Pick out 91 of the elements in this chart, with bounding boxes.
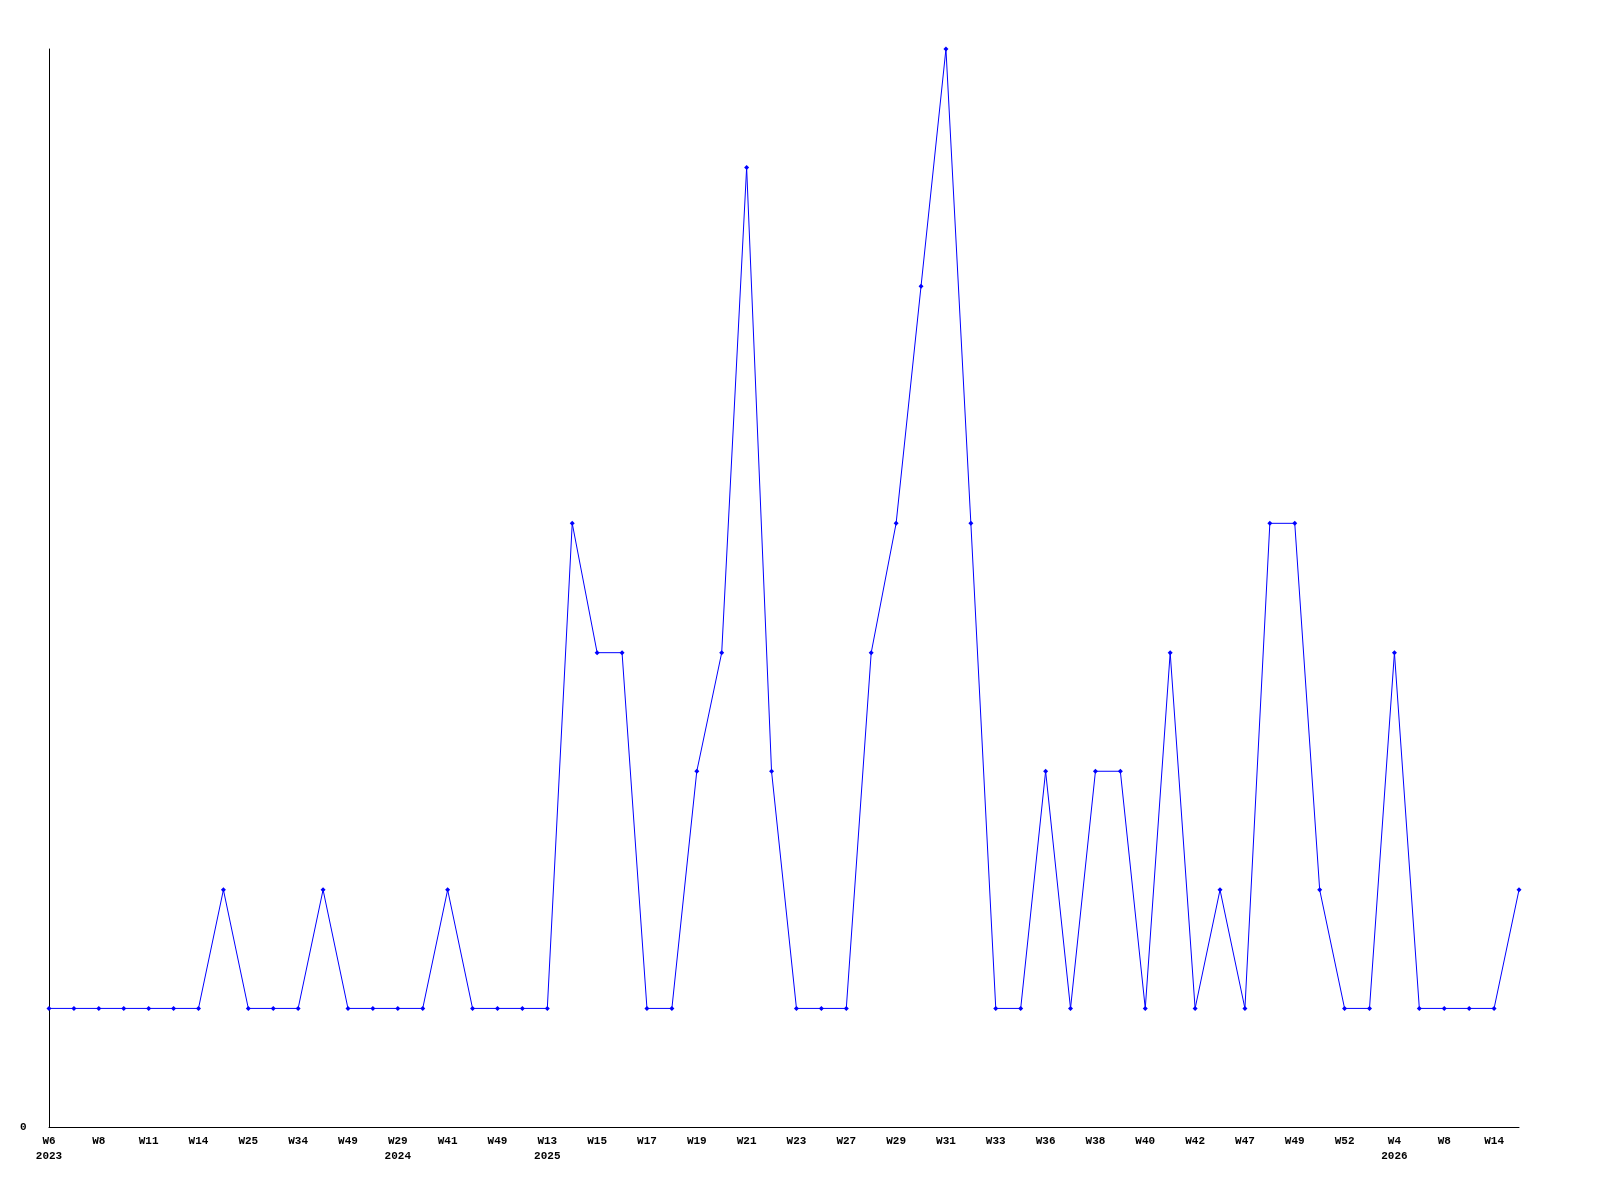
x-tick-label: W33: [985, 1134, 1007, 1147]
x-tick-label: W27: [836, 1134, 857, 1147]
point: [993, 1005, 999, 1011]
x-tick-label: W40: [1135, 1134, 1156, 1147]
point: [644, 1005, 650, 1011]
point: [1043, 768, 1049, 774]
point: [1217, 887, 1223, 893]
point: [519, 1005, 525, 1011]
x-tick-label: W19: [686, 1134, 707, 1147]
point: [694, 768, 700, 774]
point: [868, 650, 874, 656]
point: [245, 1005, 251, 1011]
text: 0: [20, 1120, 27, 1133]
x-tick-label: W41: [437, 1134, 458, 1147]
point: [395, 1005, 401, 1011]
x-tick-label: W49: [338, 1134, 358, 1147]
point: [968, 520, 974, 526]
point: [1367, 1005, 1373, 1011]
point: [46, 1005, 52, 1011]
x-tick-label: W4 2026: [1381, 1134, 1408, 1162]
point: [1466, 1005, 1472, 1011]
x-tick-label: W8: [1437, 1134, 1452, 1147]
point: [843, 1005, 849, 1011]
point: [121, 1005, 127, 1011]
point: [744, 165, 750, 171]
x-tick-label: W25: [238, 1134, 259, 1147]
x-tick-label: W36: [1035, 1134, 1056, 1147]
point: [1117, 768, 1123, 774]
x-tick-label: W13 2025: [534, 1134, 561, 1162]
x-tick-label: W6 2023: [35, 1134, 63, 1162]
point: [719, 650, 725, 656]
point: [1391, 650, 1397, 656]
x-tick-label: W49: [487, 1134, 508, 1147]
point: [1142, 1005, 1148, 1011]
point: [1516, 887, 1522, 893]
point: [320, 887, 326, 893]
x-tick-label: W52: [1334, 1134, 1355, 1147]
point: [594, 650, 600, 656]
x-tick-label: W14: [188, 1134, 209, 1147]
point: [1267, 520, 1273, 526]
point: [370, 1005, 376, 1011]
point: [893, 520, 899, 526]
point: [1068, 1005, 1074, 1011]
x-tick-label: W31: [936, 1134, 957, 1147]
x-tick-label: W23: [786, 1134, 807, 1147]
point: [470, 1005, 476, 1011]
point: [345, 1005, 351, 1011]
point: [1242, 1005, 1248, 1011]
x-tick-label: W29: [886, 1134, 907, 1147]
x-tick-label: W49: [1284, 1134, 1305, 1147]
point: [1441, 1005, 1447, 1011]
x-tick-label: W17: [637, 1134, 657, 1147]
x-tick-label: W14: [1484, 1134, 1505, 1147]
point: [71, 1005, 77, 1011]
point: [1192, 1005, 1198, 1011]
point: [769, 768, 775, 774]
point: [494, 1005, 500, 1011]
point: [195, 1005, 201, 1011]
point: [171, 1005, 177, 1011]
x-tick-label: W42: [1185, 1134, 1206, 1147]
point: [1416, 1005, 1422, 1011]
x-tick-label: W29 2024: [384, 1134, 412, 1162]
point: [669, 1005, 675, 1011]
point: [1018, 1005, 1024, 1011]
point: [420, 1005, 426, 1011]
point: [918, 283, 924, 289]
point: [1167, 650, 1173, 656]
x-tick-label: W21: [736, 1134, 757, 1147]
point: [544, 1005, 550, 1011]
x-tick-label: W34: [288, 1134, 309, 1147]
x-tick-label: W15: [587, 1134, 608, 1147]
point: [295, 1005, 301, 1011]
point: [220, 887, 226, 893]
point: [1491, 1005, 1497, 1011]
point: [96, 1005, 102, 1011]
point: [569, 520, 575, 526]
x-tick-label: W38: [1085, 1134, 1106, 1147]
x-tick-label: W47: [1235, 1134, 1255, 1147]
point: [1317, 887, 1323, 893]
point: [1292, 520, 1298, 526]
point: [1342, 1005, 1348, 1011]
point: [619, 650, 625, 656]
point: [793, 1005, 799, 1011]
point: [1092, 768, 1098, 774]
point: [270, 1005, 276, 1011]
point: [943, 46, 949, 52]
point: [818, 1005, 824, 1011]
x-tick-label: W11: [138, 1134, 159, 1147]
point: [146, 1005, 152, 1011]
point: [445, 887, 451, 893]
x-tick-label: W8: [92, 1134, 106, 1147]
